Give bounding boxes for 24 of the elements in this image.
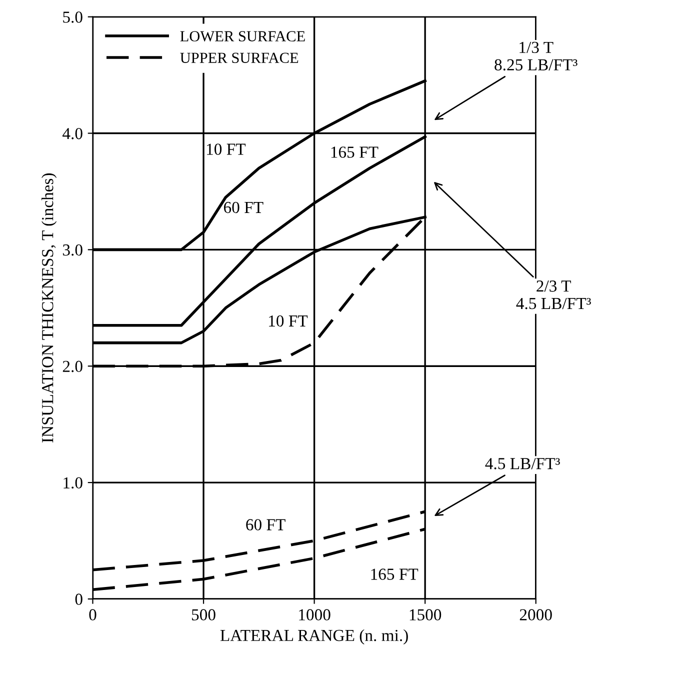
y-tick-label: 1.0 [64,477,82,489]
annotation: 165 FT [331,146,378,158]
annotation: 165 FT [371,568,418,580]
y-tick-label: 5.0 [63,12,82,23]
annotation: 10 FT [269,315,308,327]
annotation: 1/3 T 8.25 LB/FT³ [494,42,578,71]
legend-label: UPPER SURFACE [180,52,298,64]
y-axis-title: INSULATION THICKNESS, T (inches) [42,173,57,442]
x-tick-label: 1500 [410,609,442,620]
legend-label: LOWER SURFACE [180,31,305,42]
x-axis-title: LATERAL RANGE (n. mi.) [220,629,408,644]
annotation: 60 FT [224,202,264,214]
y-tick-label: 0 [75,594,82,605]
annotation: 10 FT [207,144,246,155]
x-tick-label: 500 [192,609,216,620]
x-tick-label: 1000 [299,609,330,620]
annotation: 60 FT [246,519,286,530]
annotation: 4.5 LB/FT³ [485,458,560,470]
y-tick-label: 3.0 [62,244,82,256]
y-tick-label: 4.0 [62,128,82,140]
y-tick-label: 2.0 [62,360,82,372]
x-tick-label: 2000 [520,609,552,620]
annotation: 2/3 T 4.5 LB/FT³ [516,280,591,310]
x-tick-label: 0 [89,609,96,620]
